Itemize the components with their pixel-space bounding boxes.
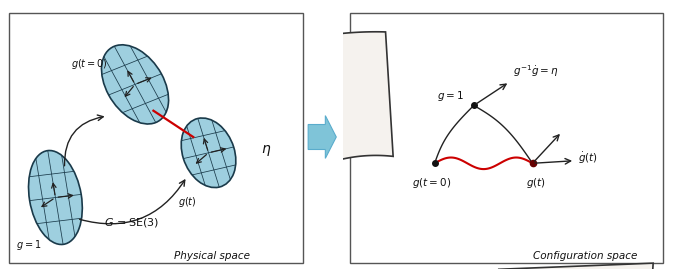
FancyBboxPatch shape [9, 13, 304, 263]
Ellipse shape [102, 45, 168, 124]
Text: Configuration space: Configuration space [532, 251, 637, 261]
FancyArrow shape [308, 116, 336, 158]
Polygon shape [98, 32, 653, 274]
Text: $g^{-1}\dot{g} = \eta$: $g^{-1}\dot{g} = \eta$ [513, 63, 559, 79]
Text: $\dot{g}(t)$: $\dot{g}(t)$ [578, 150, 598, 166]
Ellipse shape [181, 118, 236, 188]
Text: $g = 1$: $g = 1$ [437, 89, 464, 103]
Text: $G\,{=}\mathrm{SE}(3)$: $G\,{=}\mathrm{SE}(3)$ [104, 216, 159, 229]
Text: $\eta$: $\eta$ [260, 143, 271, 158]
Text: Physical space: Physical space [174, 251, 250, 261]
Text: $g(t)$: $g(t)$ [526, 176, 546, 190]
Ellipse shape [28, 150, 82, 244]
FancyBboxPatch shape [350, 13, 663, 263]
Text: $g(t=0)$: $g(t=0)$ [71, 57, 108, 71]
Text: $g(t=0)$: $g(t=0)$ [412, 176, 451, 190]
Text: $g = 1$: $g = 1$ [15, 238, 41, 252]
Text: $g(t)$: $g(t)$ [178, 195, 197, 209]
